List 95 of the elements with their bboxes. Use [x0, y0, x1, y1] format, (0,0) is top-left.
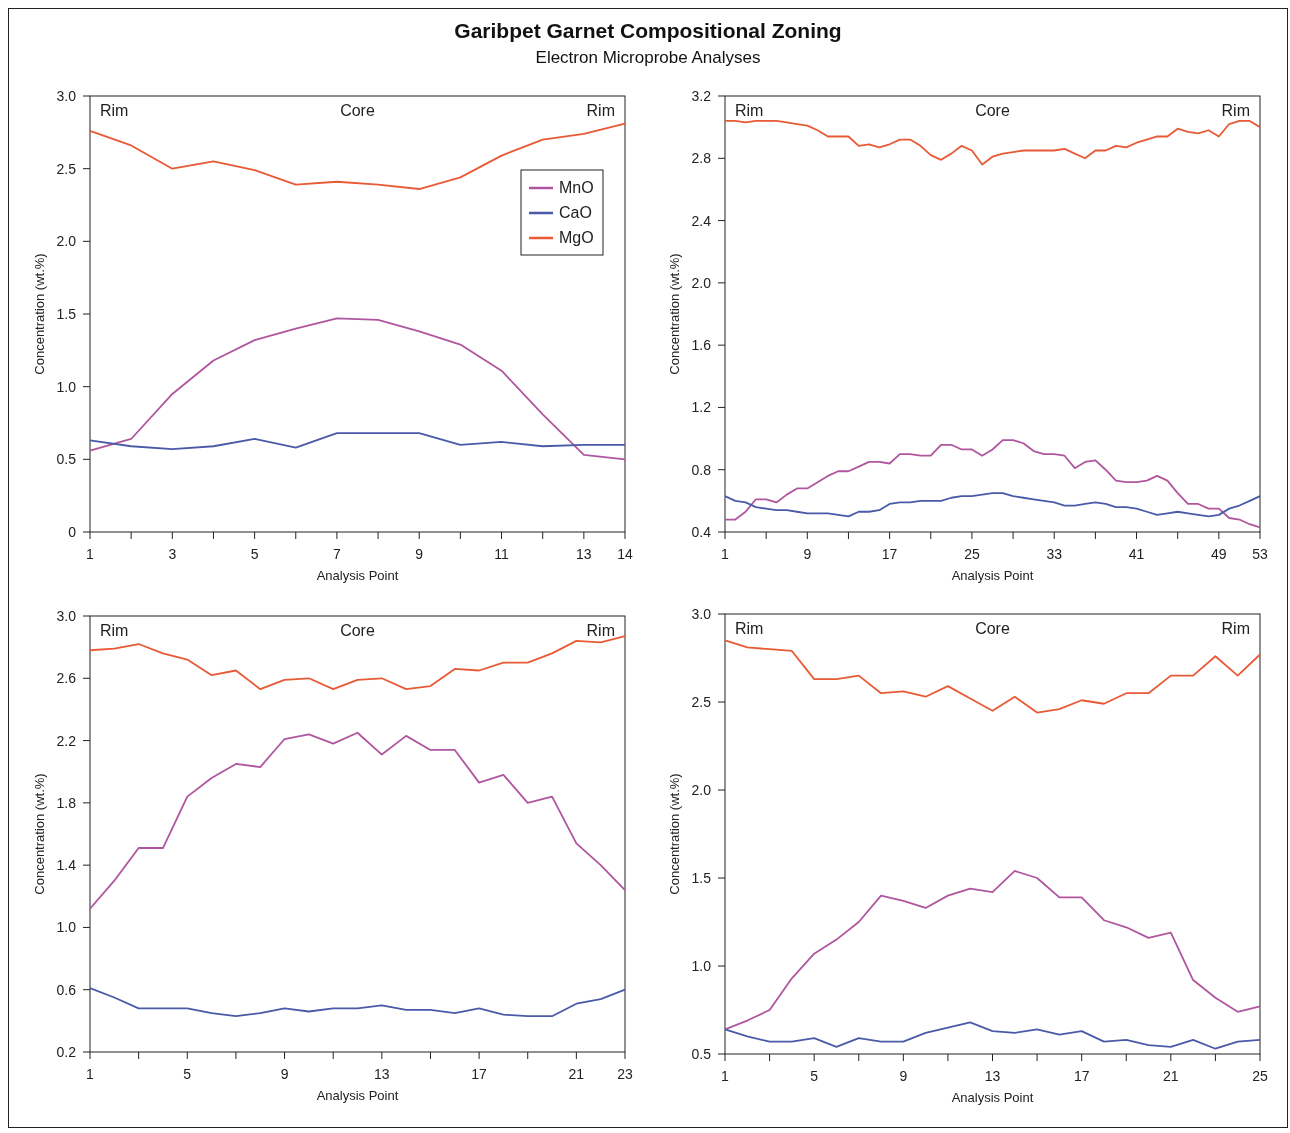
y-tick-label: 3.0	[56, 88, 77, 104]
y-tick-label: 0	[68, 524, 77, 540]
x-tick-label: 1	[86, 1066, 95, 1082]
y-axis-title: Concentration (wt.%)	[32, 253, 47, 375]
chart-subtitle: Electron Microprobe Analyses	[535, 48, 761, 67]
x-tick-label: 5	[250, 546, 259, 562]
x-tick-label: 13	[374, 1066, 390, 1082]
line-series	[89, 731, 626, 910]
line-series	[89, 432, 626, 451]
x-tick-label: 53	[1252, 546, 1268, 562]
y-tick-label: 2.0	[691, 274, 712, 291]
y-tick-label: 3.0	[691, 606, 712, 622]
line-series	[89, 987, 626, 1018]
line-series	[724, 120, 1261, 166]
y-axis-title: Concentration (wt.%)	[667, 773, 682, 895]
x-tick-label: 21	[1163, 1068, 1179, 1084]
x-tick-label: 9	[280, 1066, 289, 1082]
chart-title: Garibpet Garnet Compositional Zoning	[454, 19, 842, 42]
x-tick-label: 1	[86, 546, 95, 562]
line-series	[89, 635, 626, 691]
legend-label: MgO	[559, 229, 594, 246]
y-tick-label: 1.5	[56, 306, 77, 322]
x-tick-label: 17	[1073, 1068, 1090, 1084]
y-tick-label: 0.8	[691, 461, 712, 478]
y-tick-label: 1.4	[56, 857, 77, 874]
x-tick-label: 9	[899, 1068, 908, 1084]
line-series	[724, 870, 1261, 1031]
x-axis-title: Analysis Point	[316, 1088, 399, 1103]
annotation: Rim	[1221, 620, 1250, 637]
annotation: Core	[975, 620, 1010, 637]
x-tick-label: 49	[1211, 546, 1227, 562]
x-tick-label: 21	[568, 1066, 585, 1082]
y-tick-label: 0.2	[56, 1044, 77, 1060]
y-tick-label: 0.4	[691, 524, 712, 540]
x-tick-label: 25	[964, 546, 980, 562]
y-tick-label: 2.8	[691, 150, 712, 167]
x-tick-label: 5	[183, 1066, 192, 1082]
x-tick-label: 5	[810, 1068, 819, 1084]
y-tick-label: 1.0	[56, 919, 77, 936]
x-tick-label: 9	[803, 546, 812, 562]
y-tick-label: 2.0	[691, 782, 712, 798]
y-tick-label: 2.5	[56, 160, 77, 177]
annotation: Core	[975, 102, 1010, 119]
annotation: Rim	[735, 102, 764, 119]
line-series	[724, 439, 1261, 529]
y-tick-label: 1.8	[56, 794, 77, 811]
y-tick-label: 3.0	[56, 608, 77, 624]
annotation: Core	[340, 622, 375, 639]
y-tick-label: 1.0	[56, 378, 77, 395]
x-tick-label: 25	[1252, 1068, 1268, 1084]
y-tick-label: 2.5	[691, 694, 712, 710]
line-series	[724, 492, 1261, 518]
x-tick-label: 23	[617, 1066, 633, 1082]
legend-label: MnO	[559, 179, 594, 196]
x-tick-label: 9	[415, 546, 424, 562]
y-tick-label: 2.2	[56, 732, 77, 749]
annotation: Rim	[735, 620, 764, 637]
y-axis-title: Concentration (wt.%)	[32, 773, 47, 895]
annotation: Rim	[586, 622, 615, 639]
y-tick-label: 2.0	[56, 233, 77, 250]
annotation: Rim	[586, 102, 615, 119]
x-tick-label: 13	[984, 1068, 1001, 1084]
x-tick-label: 1	[721, 546, 730, 562]
legend-label: CaO	[559, 204, 592, 221]
annotation: Rim	[100, 622, 129, 639]
x-tick-label: 7	[333, 546, 342, 562]
x-tick-label: 11	[494, 546, 510, 562]
line-series	[724, 1021, 1261, 1050]
y-tick-label: 1.6	[691, 337, 712, 354]
x-axis-title: Analysis Point	[951, 568, 1034, 583]
annotation: Rim	[100, 102, 129, 119]
y-tick-label: 0.6	[56, 981, 77, 998]
x-tick-label: 3	[168, 546, 177, 562]
x-tick-label: 17	[471, 1066, 488, 1082]
x-tick-label: 17	[881, 546, 898, 562]
y-tick-label: 1.0	[691, 958, 712, 974]
line-series	[89, 317, 626, 461]
y-tick-label: 0.5	[56, 451, 77, 468]
x-tick-label: 1	[721, 1068, 730, 1084]
x-tick-label: 33	[1046, 546, 1063, 562]
annotation: Core	[340, 102, 375, 119]
x-tick-label: 14	[617, 546, 633, 562]
y-tick-label: 1.5	[691, 870, 712, 886]
y-tick-label: 0.5	[691, 1046, 712, 1062]
y-tick-label: 1.2	[691, 399, 712, 416]
y-tick-label: 2.4	[691, 212, 712, 229]
x-tick-label: 13	[576, 546, 592, 562]
y-tick-label: 3.2	[691, 88, 712, 104]
x-tick-label: 41	[1128, 546, 1145, 562]
line-series	[724, 639, 1261, 714]
annotation: Rim	[1221, 102, 1250, 119]
y-tick-label: 2.6	[56, 670, 77, 687]
y-axis-title: Concentration (wt.%)	[667, 253, 682, 375]
x-axis-title: Analysis Point	[316, 568, 399, 583]
x-axis-title: Analysis Point	[951, 1090, 1034, 1105]
